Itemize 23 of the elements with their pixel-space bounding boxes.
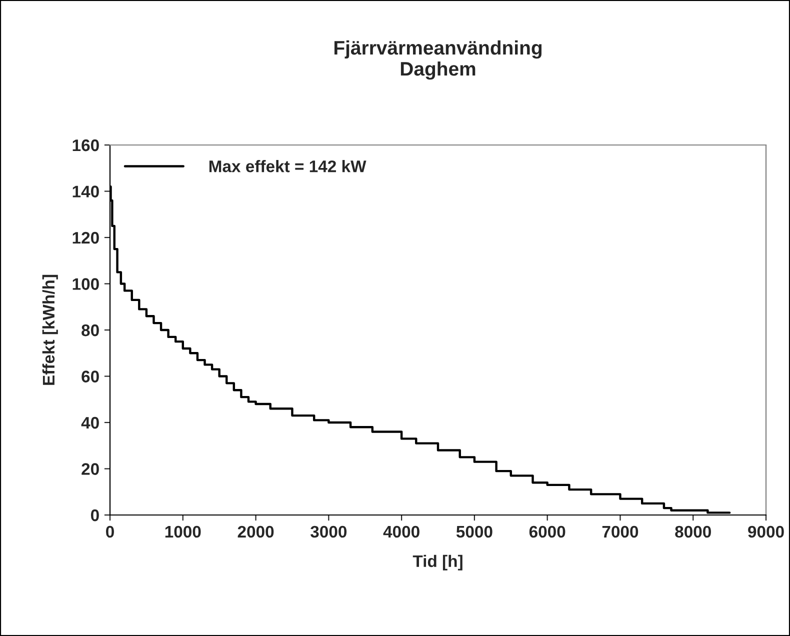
y-tick-label: 20: [82, 463, 99, 475]
y-tick-label: 40: [81, 416, 99, 429]
y-tick-label: 120: [72, 232, 99, 244]
x-tick-label: 5000: [456, 526, 492, 538]
x-tick-label: 8000: [675, 526, 711, 538]
x-tick-label: 1000: [165, 526, 201, 538]
y-tick-label: 140: [72, 186, 99, 198]
x-tick-label: 9000: [748, 526, 784, 538]
chart-title: Fjärrvärmeanvändning Daghem: [334, 40, 542, 80]
y-tick-label: 100: [72, 278, 99, 290]
x-axis-title: Tid [h]: [412, 554, 462, 570]
y-tick-label: 60: [82, 370, 99, 382]
x-tick-label: 3000: [310, 526, 347, 538]
x-tick-label: 6000: [529, 526, 566, 538]
y-tick-label: 80: [82, 324, 99, 336]
y-tick-label: 160: [72, 139, 99, 152]
x-tick-label: 7000: [602, 526, 638, 538]
y-tick-label: 0: [90, 509, 99, 522]
x-tick-label: 0: [106, 526, 114, 538]
legend-label: Max effekt = 142 kW: [209, 160, 366, 172]
y-axis-title: Effekt [kWh/h]: [42, 274, 58, 385]
x-tick-label: 4000: [383, 526, 420, 538]
x-tick-label: 2000: [238, 526, 274, 538]
